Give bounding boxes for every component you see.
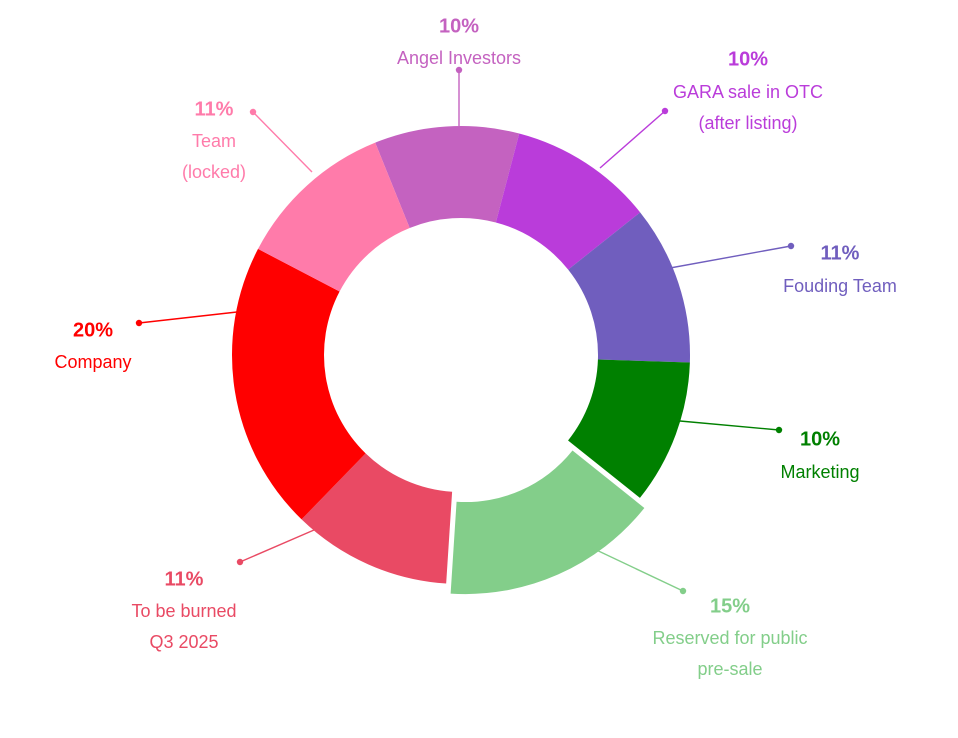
leader-dot-angel-investors	[455, 66, 463, 74]
category-label-reserved-for-public-pre-sale-line-1: Reserved for public	[652, 628, 807, 648]
leader-line-to-be-burned-q3-2025	[239, 529, 315, 563]
leader-dot-company	[135, 319, 143, 327]
leader-line-gara-sale-in-otc-after-listing	[599, 110, 666, 169]
leader-line-marketing	[679, 420, 780, 431]
category-label-fouding-team: Fouding Team	[783, 276, 897, 296]
value-label-angel-investors: 10%	[439, 15, 479, 37]
value-label-company: 20%	[73, 319, 113, 341]
leader-line-team-locked	[252, 111, 313, 173]
category-label-gara-sale-in-otc-after-listing-line-1: GARA sale in OTC	[673, 82, 823, 102]
category-label-to-be-burned-q3-2025-line-2: Q3 2025	[149, 632, 218, 652]
leader-line-company	[138, 311, 238, 324]
value-label-marketing: 10%	[800, 428, 840, 450]
category-label-reserved-for-public-pre-sale-line-2: pre-sale	[697, 659, 762, 679]
leader-dot-gara-sale-in-otc-after-listing	[661, 107, 669, 115]
value-label-team-locked: 11%	[195, 98, 234, 120]
leader-dot-fouding-team	[787, 242, 795, 250]
category-label-team-locked-line-1: Team	[192, 131, 236, 151]
category-label-team-locked-line-2: (locked)	[182, 162, 246, 182]
leader-line-fouding-team	[647, 245, 792, 273]
slice-marketing	[568, 359, 690, 498]
slice-company	[231, 248, 366, 520]
slice-to-be-burned-q3-2025	[301, 453, 453, 584]
donut-slices	[231, 125, 691, 595]
category-label-gara-sale-in-otc-after-listing-line-2: (after listing)	[698, 113, 797, 133]
leader-dot-to-be-burned-q3-2025	[236, 558, 244, 566]
slice-angel-investors	[375, 125, 520, 228]
value-label-to-be-burned-q3-2025: 11%	[165, 568, 204, 590]
slice-reserved-for-public-pre-sale	[450, 450, 645, 595]
leader-line-reserved-for-public-pre-sale	[589, 546, 684, 592]
leader-dot-marketing	[775, 426, 783, 434]
category-label-company: Company	[54, 352, 131, 372]
leader-dot-team-locked	[249, 108, 257, 116]
value-label-fouding-team: 11%	[821, 242, 860, 264]
slice-labels: 10% Angel Investors 10% GARA sale in OTC (af…	[54, 15, 896, 678]
slice-gara-sale-in-otc-after-listing	[495, 133, 641, 270]
leader-lines	[135, 66, 795, 595]
category-label-marketing: Marketing	[780, 462, 859, 482]
leader-dot-reserved-for-public-pre-sale	[679, 587, 687, 595]
category-label-to-be-burned-q3-2025-line-1: To be burned	[131, 601, 236, 621]
category-label-angel-investors: Angel Investors	[397, 48, 521, 68]
value-label-gara-sale-in-otc-after-listing: 10%	[728, 48, 768, 70]
value-label-reserved-for-public-pre-sale: 15%	[710, 595, 750, 617]
slice-fouding-team	[568, 212, 691, 363]
slice-team-locked	[258, 142, 410, 292]
